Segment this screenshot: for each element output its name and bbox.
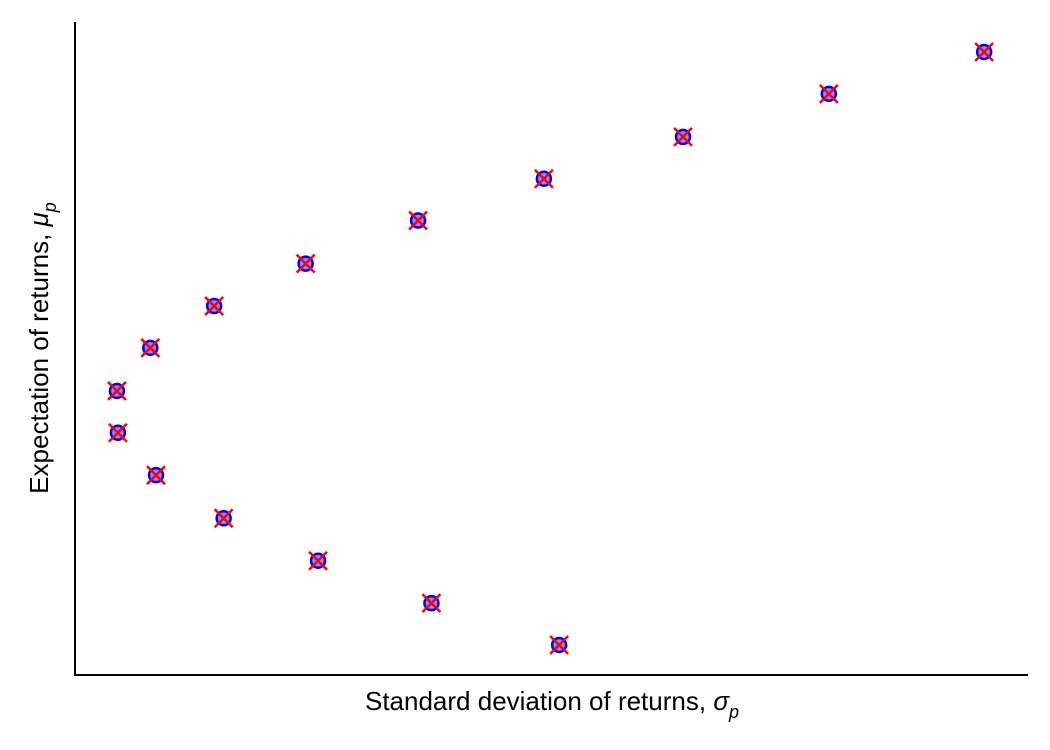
- x-marker: [308, 550, 328, 571]
- x-marker: [818, 83, 839, 104]
- x-marker: [421, 593, 442, 614]
- x-marker: [107, 381, 127, 401]
- x-axis-label: Standard deviation of returns, σp: [365, 686, 739, 722]
- x-marker: [204, 296, 225, 316]
- x-marker: [108, 422, 128, 443]
- x-marker: [213, 508, 234, 529]
- x-marker: [146, 465, 166, 486]
- x-label-symbol: σ: [713, 686, 730, 716]
- x-marker: [140, 337, 161, 358]
- y-label-subscript: p: [40, 202, 60, 213]
- x-label-subscript: p: [728, 702, 739, 722]
- y-label-text: Expectation of returns,: [24, 226, 54, 493]
- x-marker: [549, 635, 570, 655]
- y-label-symbol: μ: [24, 212, 54, 227]
- x-marker: [408, 210, 428, 231]
- x-label-text: Standard deviation of returns,: [365, 686, 713, 716]
- x-marker: [974, 42, 995, 62]
- x-marker: [295, 253, 316, 274]
- x-marker: [673, 127, 693, 147]
- y-axis-label: Expectation of returns, μp: [24, 202, 60, 494]
- x-marker: [533, 168, 554, 189]
